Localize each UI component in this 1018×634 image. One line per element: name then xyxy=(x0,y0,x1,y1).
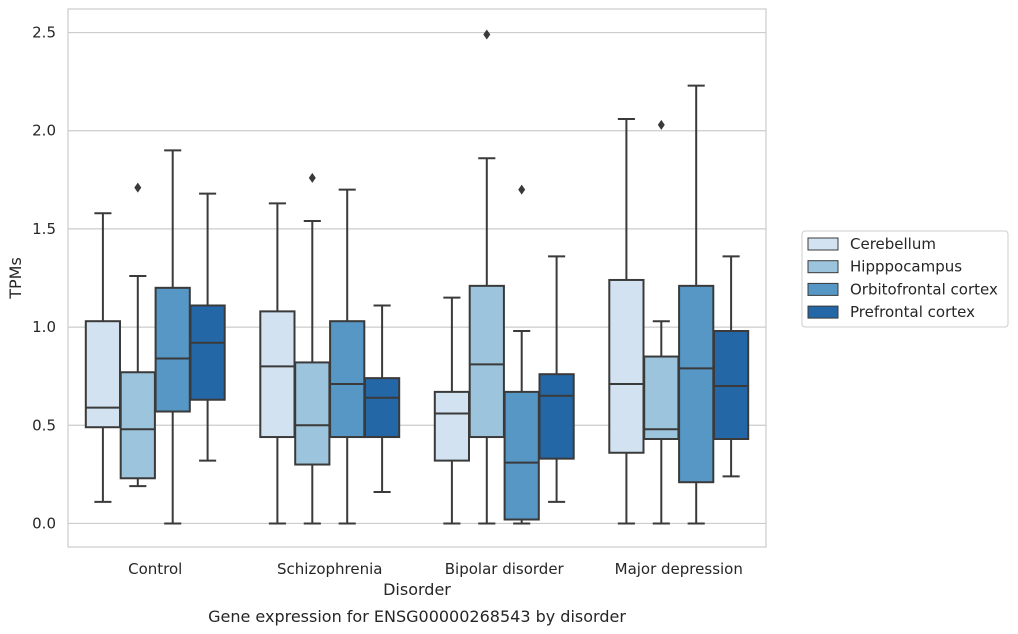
box-body xyxy=(468,284,505,439)
x-tick-label: Control xyxy=(128,560,182,578)
legend-swatch xyxy=(807,237,839,251)
box-body xyxy=(363,377,401,439)
legend-frame xyxy=(801,230,1009,328)
outlier-point xyxy=(657,119,665,130)
box-body xyxy=(294,361,331,466)
box-prefrontal-cortex xyxy=(538,255,575,503)
box-orbitofrontal-cortex xyxy=(678,84,715,525)
box-prefrontal-cortex xyxy=(189,192,226,462)
x-tick-labels: Control Schizophrenia Bipolar disorder Majo… xyxy=(128,560,743,578)
box-body xyxy=(189,304,226,401)
box-hipppocampus xyxy=(643,119,680,525)
box-cerebellum xyxy=(608,117,645,525)
y-axis-label: TPMs xyxy=(6,257,25,300)
box-body xyxy=(154,286,191,413)
box-body xyxy=(329,320,366,439)
box-prefrontal-cortex xyxy=(712,255,750,478)
legend-entry-label: Orbitofrontal cortex xyxy=(850,280,998,298)
legend-entry-label: Cerebellum xyxy=(850,235,936,253)
y-tick-label: 0.5 xyxy=(32,416,56,434)
outlier-point xyxy=(518,184,526,195)
box-hipppocampus xyxy=(468,29,505,525)
box-series xyxy=(84,29,750,525)
box-cerebellum xyxy=(433,296,471,525)
outlier-point xyxy=(483,29,491,40)
y-tick-label: 1.5 xyxy=(32,220,56,238)
box-body xyxy=(119,371,156,480)
box-body xyxy=(538,373,575,460)
x-axis-label: Disorder xyxy=(383,580,451,599)
x-tick-label: Schizophrenia xyxy=(277,560,382,578)
box-body xyxy=(503,390,540,521)
box-cerebellum xyxy=(84,212,122,503)
legend-swatch xyxy=(807,260,839,274)
chart-caption: Gene expression for ENSG00000268543 by d… xyxy=(208,607,626,626)
y-tick-label: 1.0 xyxy=(32,318,56,336)
legend: Cerebellum Hipppocampus Orbitofrontal cort… xyxy=(801,230,1009,328)
box-body xyxy=(433,390,471,462)
box-cerebellum xyxy=(259,202,296,525)
box-body xyxy=(608,278,645,454)
box-body xyxy=(678,284,715,484)
outlier-point xyxy=(308,172,316,183)
box-hipppocampus xyxy=(119,182,156,488)
y-tick-labels: 0.0 0.5 1.0 1.5 2.0 2.5 xyxy=(32,24,56,533)
box-orbitofrontal-cortex xyxy=(154,149,191,525)
legend-entry-label: Prefrontal cortex xyxy=(850,303,975,321)
x-tick-label: Major depression xyxy=(615,560,743,578)
legend-swatch xyxy=(807,305,839,319)
y-tick-label: 2.0 xyxy=(32,122,56,140)
box-body xyxy=(84,320,122,429)
box-prefrontal-cortex xyxy=(363,304,401,494)
legend-entry-label: Hipppocampus xyxy=(850,258,962,276)
y-tick-label: 0.0 xyxy=(32,514,56,532)
box-orbitofrontal-cortex xyxy=(503,184,540,525)
x-tick-label: Bipolar disorder xyxy=(445,560,565,578)
box-hipppocampus xyxy=(294,172,331,525)
legend-swatch xyxy=(807,282,839,296)
plot-frame xyxy=(67,8,767,548)
y-tick-label: 2.5 xyxy=(32,24,56,42)
box-body xyxy=(259,310,296,439)
box-body xyxy=(643,355,680,441)
box-orbitofrontal-cortex xyxy=(329,188,366,525)
outlier-point xyxy=(134,182,142,193)
